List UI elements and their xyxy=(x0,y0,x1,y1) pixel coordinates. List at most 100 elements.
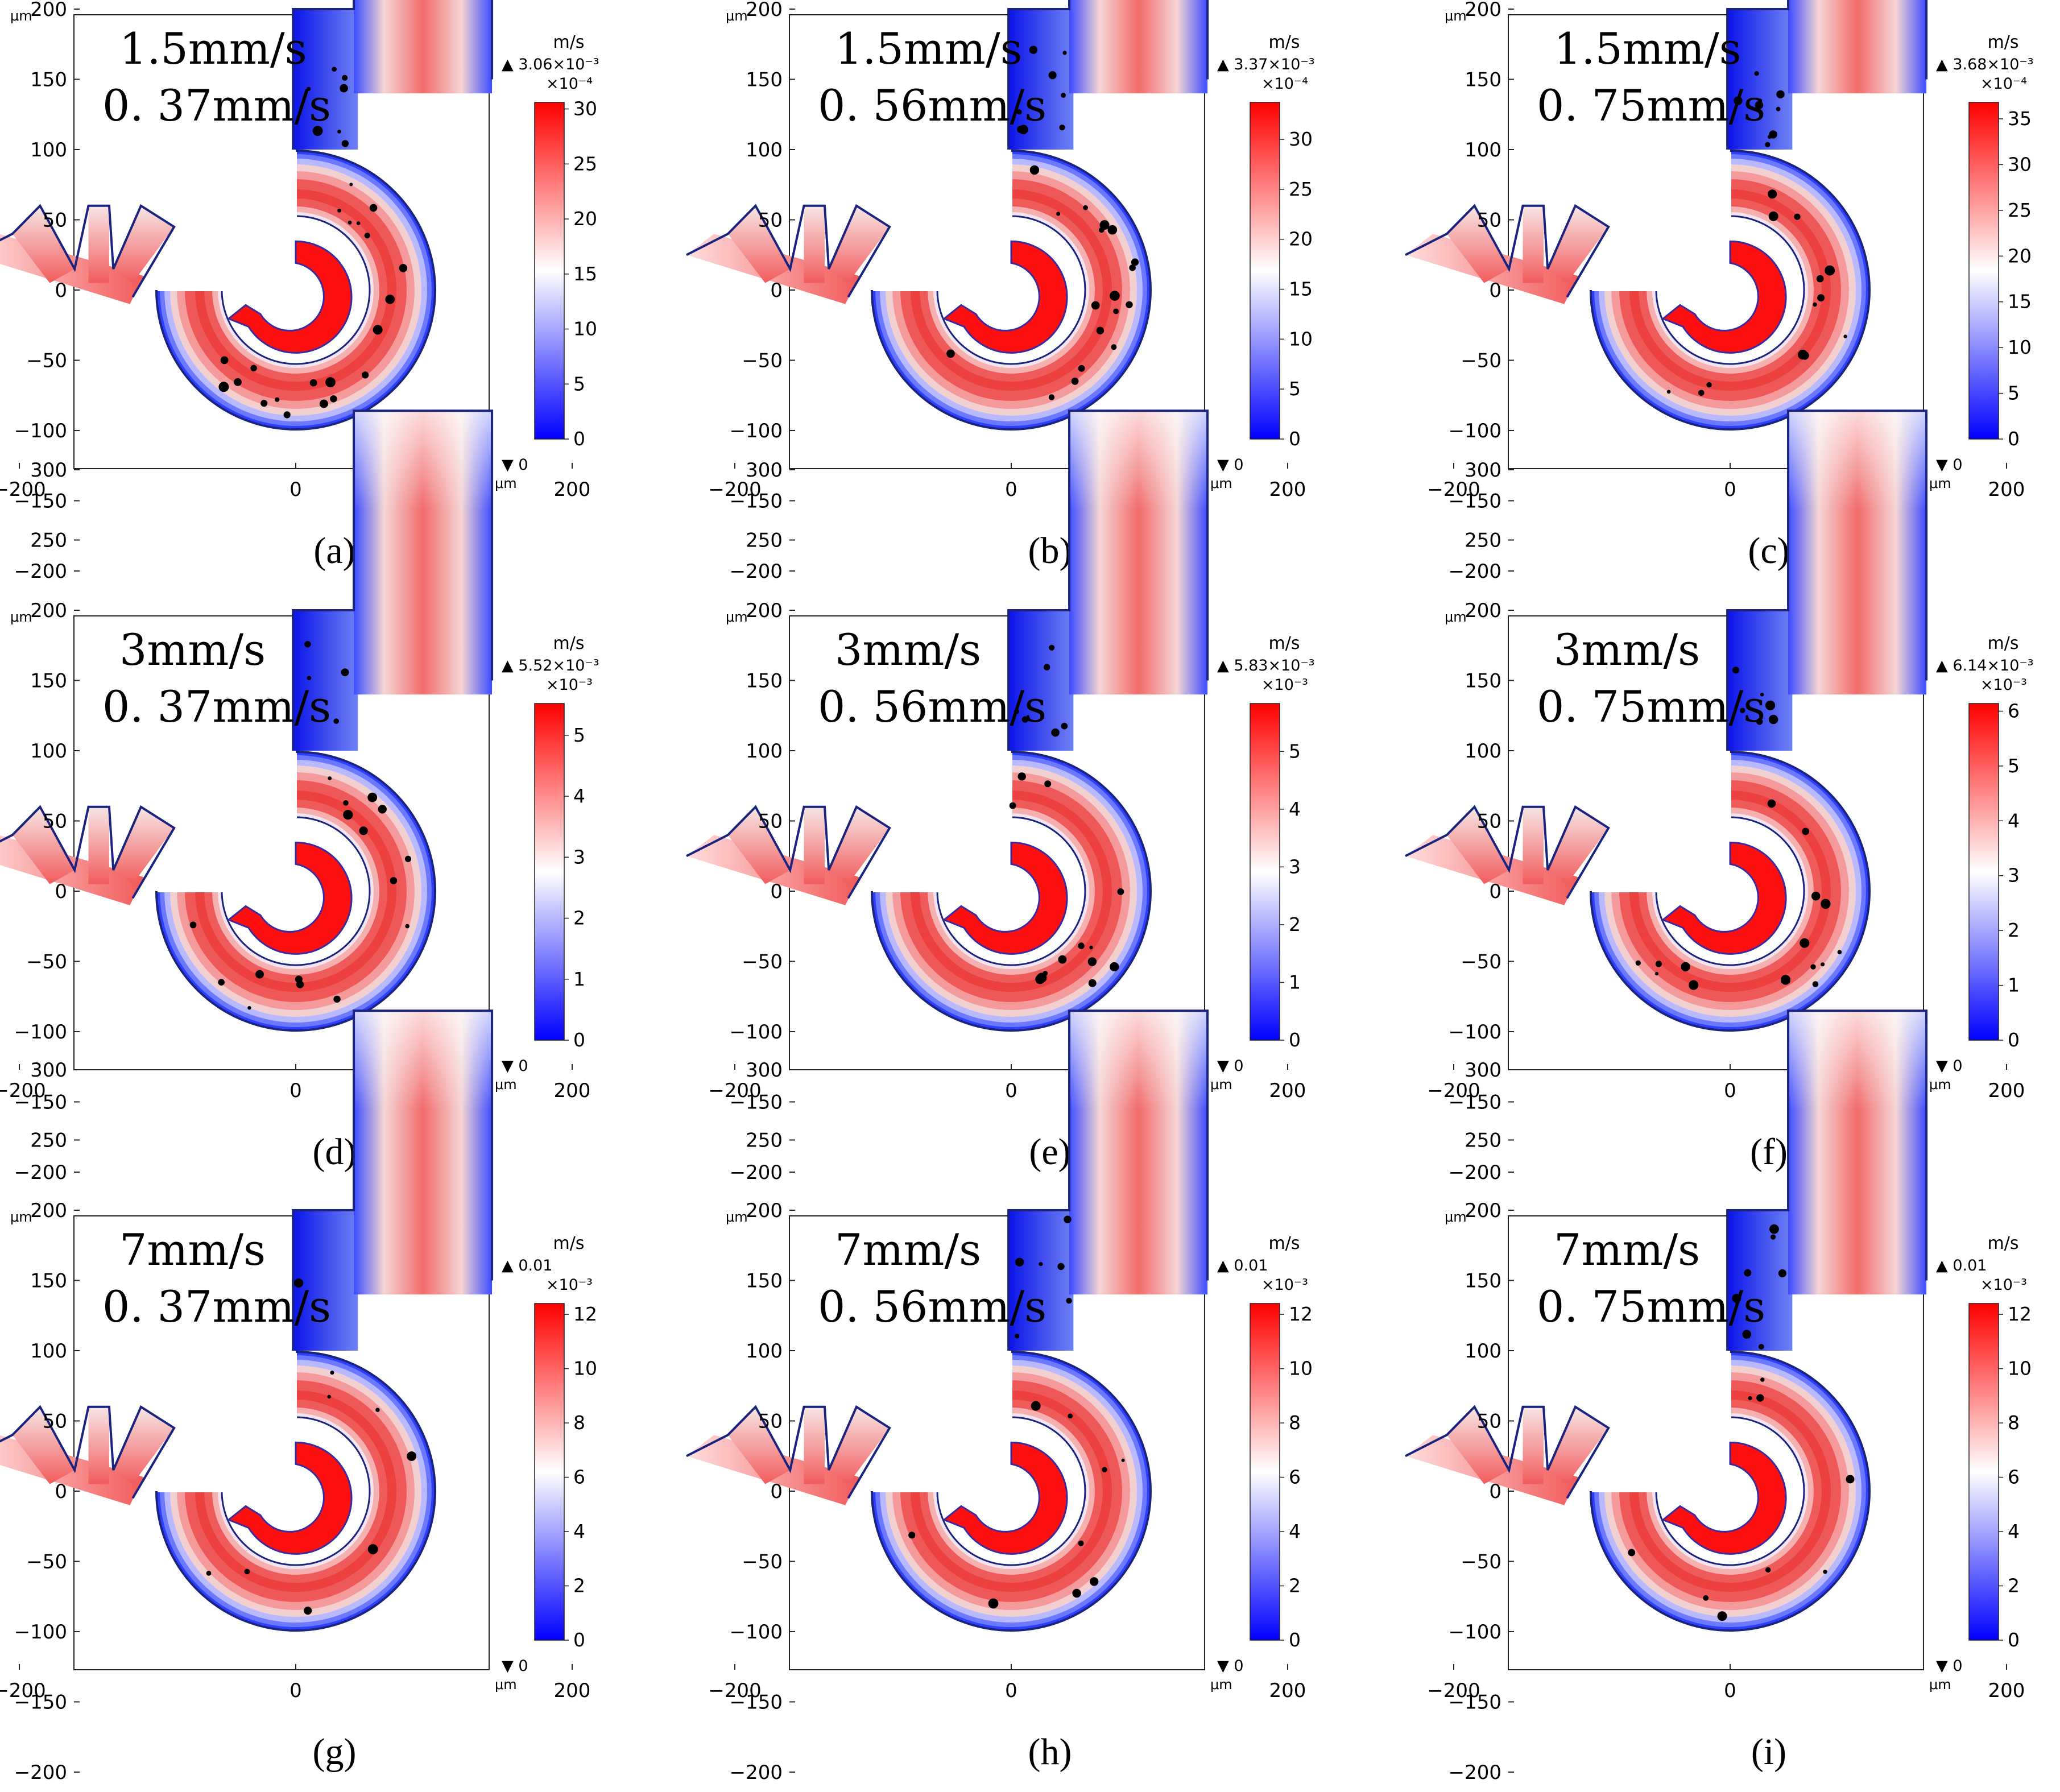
domain-mask xyxy=(870,750,1012,892)
branch-left xyxy=(727,806,791,884)
particle xyxy=(1021,716,1029,723)
inlet-speed-label: 7mm/s xyxy=(119,1224,266,1275)
particle xyxy=(343,810,353,820)
particle xyxy=(341,668,349,676)
x-tick-label: 200 xyxy=(1988,1679,2025,1702)
x-axis-unit: μm xyxy=(1210,475,1232,491)
particle xyxy=(342,75,348,81)
colorbar xyxy=(534,102,565,440)
colorbar-tick-label: 12 xyxy=(2008,1303,2032,1325)
y-tick-label: 300 xyxy=(1465,1059,1501,1082)
inlet-wall xyxy=(686,1405,891,1499)
flow-domain xyxy=(686,0,1209,431)
panel-caption: (g) xyxy=(313,1731,357,1773)
y-tick-label: 150 xyxy=(746,1270,783,1293)
colorbar-unit: m/s xyxy=(1988,1234,2019,1253)
y-tick-label: 150 xyxy=(30,670,67,693)
y-tick-label: 50 xyxy=(1477,810,1501,833)
y-axis-unit: μm xyxy=(1445,609,1467,625)
outlet-channel-shade xyxy=(354,411,493,695)
branch-right xyxy=(829,806,890,884)
particle xyxy=(1768,211,1778,221)
particle xyxy=(1813,302,1817,307)
colorbar-tick-label: 20 xyxy=(2008,245,2032,267)
particles xyxy=(1635,667,1842,990)
particle xyxy=(1107,225,1118,235)
colorbar-tick-label: 20 xyxy=(573,208,597,230)
particle xyxy=(1811,891,1821,901)
particle xyxy=(364,233,370,239)
particle xyxy=(1748,1396,1752,1401)
flow-domain xyxy=(1405,0,1928,431)
x-tick-label: 0 xyxy=(1724,1679,1736,1702)
colorbar xyxy=(534,703,565,1041)
particle xyxy=(1776,106,1781,111)
domain-mask xyxy=(1589,148,1731,291)
particle xyxy=(1087,957,1097,966)
y-tick-label: −200 xyxy=(14,560,67,583)
particle xyxy=(1755,101,1764,110)
outlet-channel-shade xyxy=(1788,0,1927,94)
y-tick-label: 100 xyxy=(30,740,67,763)
y-tick-label: 200 xyxy=(30,1199,67,1222)
particle xyxy=(1802,827,1809,835)
colorbar-tick-label: 10 xyxy=(1289,1358,1313,1380)
inlet-wall xyxy=(1405,805,1610,899)
y-tick-label: −200 xyxy=(730,560,783,583)
particle xyxy=(1732,1294,1742,1303)
y-tick-label: 100 xyxy=(1465,1340,1501,1363)
particle xyxy=(1758,1344,1764,1350)
y-tick-label: −50 xyxy=(26,1551,67,1574)
outer-wall xyxy=(155,150,436,431)
y-tick-label: 200 xyxy=(30,599,67,622)
x-tick-label: 0 xyxy=(1005,1679,1017,1702)
x-tick-label: 200 xyxy=(554,478,591,501)
x-tick-label: 200 xyxy=(1988,1079,2025,1102)
x-tick-label: −200 xyxy=(708,1679,761,1702)
panel-caption: (a) xyxy=(313,530,355,572)
dead-zone xyxy=(1727,1210,1793,1351)
side-speed-label: 0. 56mm/s xyxy=(818,80,1046,131)
outer-wall xyxy=(1590,1351,1871,1632)
curved-arrow-icon xyxy=(1661,240,1787,354)
y-tick-label: 0 xyxy=(770,880,783,903)
x-tick-label: 0 xyxy=(1005,478,1017,501)
particle xyxy=(1062,51,1067,55)
outlet-wall xyxy=(292,0,494,150)
colorbar-unit: m/s xyxy=(1269,1234,1300,1253)
colorbar-tick-label: 4 xyxy=(2008,809,2020,831)
side-speed-label: 0. 75mm/s xyxy=(1537,80,1765,131)
x-tick-label: 200 xyxy=(1269,1679,1306,1702)
outlet-wall xyxy=(1007,1009,1209,1351)
y-tick-label: −150 xyxy=(730,490,783,513)
particle xyxy=(1769,1224,1779,1234)
y-tick-label: −150 xyxy=(14,490,67,513)
x-tick-label: 200 xyxy=(1269,1079,1306,1102)
particle xyxy=(1089,945,1093,950)
y-tick-label: −50 xyxy=(26,350,67,373)
particle xyxy=(1017,772,1026,781)
x-axis-unit: μm xyxy=(1929,475,1951,491)
side-speed-label: 0. 37mm/s xyxy=(102,1281,331,1332)
colorbar-tick-label: 30 xyxy=(573,98,597,120)
y-tick-label: −100 xyxy=(14,1021,67,1044)
colorbar-tick-label: 25 xyxy=(1289,178,1313,200)
colorbar-tick-label: 4 xyxy=(1289,798,1301,820)
particle xyxy=(332,67,337,72)
particle xyxy=(309,379,317,387)
outlet-channel-shade xyxy=(354,1011,493,1295)
y-tick-label: 0 xyxy=(1489,880,1501,903)
side-speed-label: 0. 37mm/s xyxy=(102,681,331,732)
x-axis-unit: μm xyxy=(1210,1677,1232,1692)
y-tick-label: 150 xyxy=(746,670,783,693)
dead-zone xyxy=(1727,9,1793,150)
particle xyxy=(1059,125,1065,131)
particle xyxy=(244,1568,250,1575)
y-tick-label: 50 xyxy=(758,810,783,833)
side-speed-label: 0. 56mm/s xyxy=(818,681,1046,732)
outer-wall xyxy=(155,751,436,1032)
curved-arrow-icon xyxy=(227,240,353,354)
